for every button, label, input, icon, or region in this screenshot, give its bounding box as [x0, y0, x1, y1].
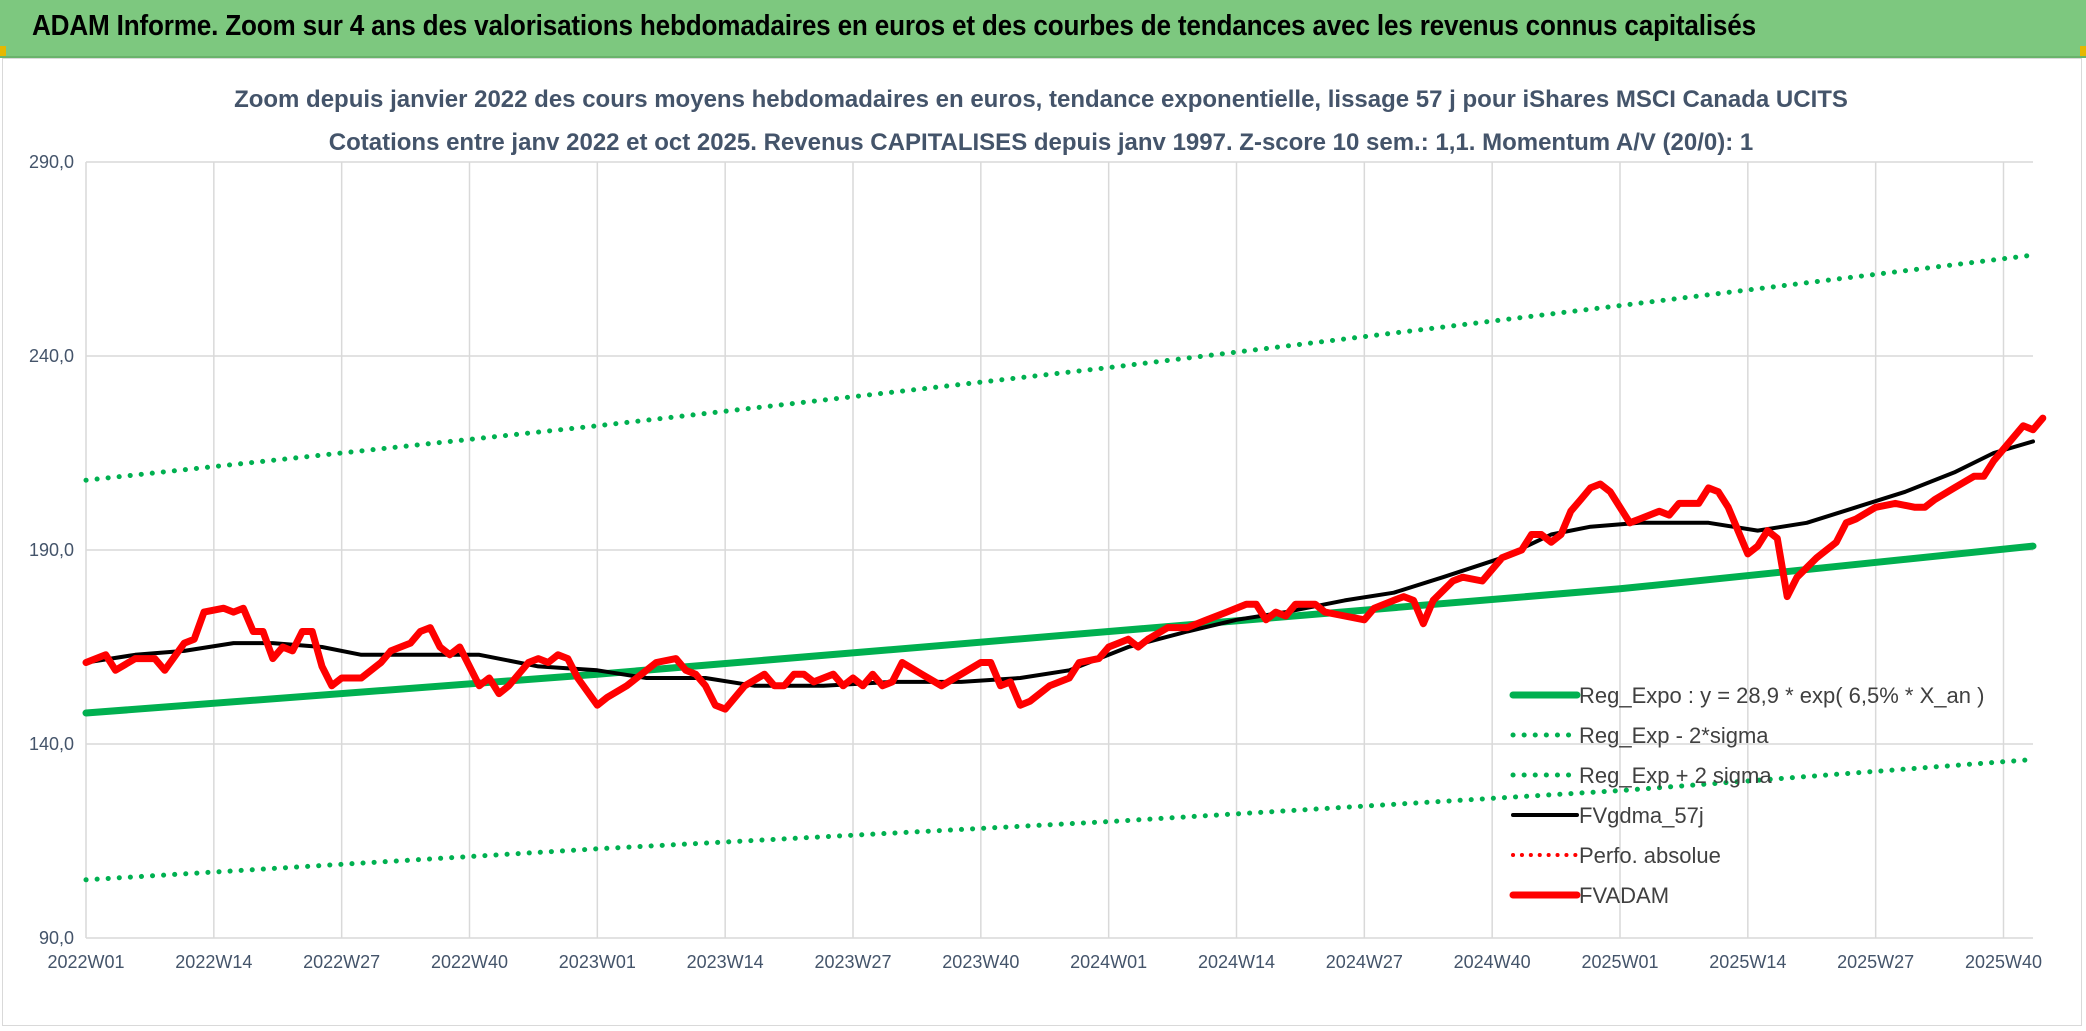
series-line-3 — [84, 439, 2035, 688]
x-tick-label: 2024W27 — [1326, 952, 1403, 972]
series-line-0 — [82, 542, 2037, 717]
series-line-1 — [83, 757, 2036, 883]
x-tick-label: 2023W01 — [559, 952, 636, 972]
x-tick-label: 2025W40 — [1965, 952, 2042, 972]
y-tick-label: 190,0 — [29, 540, 74, 560]
x-tick-label: 2025W14 — [1709, 952, 1786, 972]
y-tick-label: 140,0 — [29, 734, 74, 754]
y-tick-label: 290,0 — [29, 152, 74, 172]
x-tick-label: 2023W27 — [814, 952, 891, 972]
banner-corner-left — [0, 46, 6, 56]
line-chart: 290,0 240,0 190,0 140,0 90,0 2022W01 2022W14 20… — [29, 86, 2047, 972]
legend-entry: Perfo. absolue — [1579, 843, 1721, 868]
x-tick-label: 2023W40 — [942, 952, 1019, 972]
grid — [85, 161, 2033, 939]
chart-title-line-1: Zoom depuis janvier 2022 des cours moyen… — [234, 86, 1848, 113]
x-tick-label: 2022W27 — [303, 952, 380, 972]
banner-corner-right — [2080, 46, 2086, 56]
legend: Reg_Expo : y = 28,9 * exp( 6,5% * X_an )… — [1509, 683, 1984, 908]
report-banner: ADAM Informe. Zoom sur 4 ans des valoris… — [0, 0, 2086, 58]
y-tick-label: 240,0 — [29, 346, 74, 366]
x-tick-label: 2024W14 — [1198, 952, 1275, 972]
series-line-5 — [82, 414, 2047, 713]
x-tick-label: 2022W01 — [47, 952, 124, 972]
y-tick-label: 90,0 — [39, 928, 74, 948]
chart-area: 290,0 240,0 190,0 140,0 90,0 2022W01 2022W14 20… — [2, 58, 2082, 1026]
x-tick-label: 2022W14 — [175, 952, 252, 972]
legend-entry: FVADAM — [1579, 883, 1669, 908]
x-tick-label: 2023W14 — [687, 952, 764, 972]
x-tick-label: 2022W40 — [431, 952, 508, 972]
legend-entry: Reg_Exp + 2 sigma — [1579, 763, 1772, 788]
legend-entry: Reg_Exp - 2*sigma — [1579, 723, 1769, 748]
axis-labels: 290,0 240,0 190,0 140,0 90,0 2022W01 2022W14 20… — [29, 152, 2042, 972]
legend-entry: Reg_Expo : y = 28,9 * exp( 6,5% * X_an ) — [1579, 683, 1984, 708]
legend-entry: FVgdma_57j — [1579, 803, 1704, 828]
x-tick-label: 2024W01 — [1070, 952, 1147, 972]
report-title: ADAM Informe. Zoom sur 4 ans des valoris… — [32, 10, 1756, 42]
series-layer — [82, 252, 2047, 883]
x-tick-label: 2025W27 — [1837, 952, 1914, 972]
series-line-2 — [83, 252, 2036, 483]
x-tick-label: 2024W40 — [1454, 952, 1531, 972]
x-tick-label: 2025W01 — [1581, 952, 1658, 972]
chart-title-line-2: Cotations entre janv 2022 et oct 2025. R… — [329, 129, 1753, 156]
chart-title: Zoom depuis janvier 2022 des cours moyen… — [234, 86, 1848, 156]
